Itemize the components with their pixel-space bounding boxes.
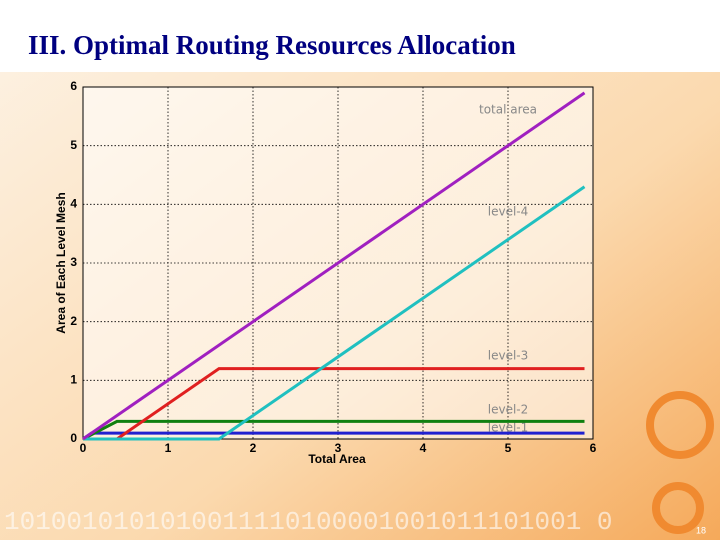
x-axis-label: Total Area	[308, 452, 366, 466]
y-tick-label: 3	[70, 255, 77, 269]
slide-number: 18	[696, 525, 706, 535]
y-tick-label: 6	[70, 79, 77, 93]
x-tick-label: 1	[165, 441, 172, 455]
series-label: level-2	[488, 403, 529, 417]
y-axis-label: Area of Each Level Mesh	[54, 192, 68, 333]
y-tick-label: 0	[70, 431, 77, 445]
decoration-text: 1010010101010011110100001001011101001 0	[4, 507, 613, 537]
series-line	[82, 91, 586, 441]
slide-title: III. Optimal Routing Resources Allocatio…	[28, 30, 516, 60]
y-tick-label: 4	[70, 197, 77, 211]
y-tick-label: 2	[70, 314, 77, 328]
plot: 0 1 2 3 4 5 6 0 1 2 3 4 5 6 Total Area Area of Each Lev…	[54, 79, 596, 466]
x-tick-label: 5	[505, 441, 512, 455]
decor-circle	[652, 482, 704, 534]
series-label: level-1	[488, 421, 529, 435]
y-tick-label: 5	[70, 138, 77, 152]
series-line	[116, 367, 585, 441]
x-tick-label: 6	[590, 441, 597, 455]
x-tick-label: 0	[80, 441, 87, 455]
series-label: total area	[479, 103, 537, 117]
series-line	[82, 419, 585, 441]
plot-frame	[82, 86, 594, 440]
decor-circle	[646, 391, 714, 459]
title-band	[0, 0, 720, 72]
x-tick-label: 4	[420, 441, 427, 455]
x-tick-label: 3	[335, 441, 342, 455]
y-tick-label: 1	[70, 373, 77, 387]
series-line	[83, 185, 586, 441]
series-label: level-4	[488, 205, 529, 219]
x-tick-label: 2	[250, 441, 257, 455]
series-label: level-3	[488, 349, 529, 363]
